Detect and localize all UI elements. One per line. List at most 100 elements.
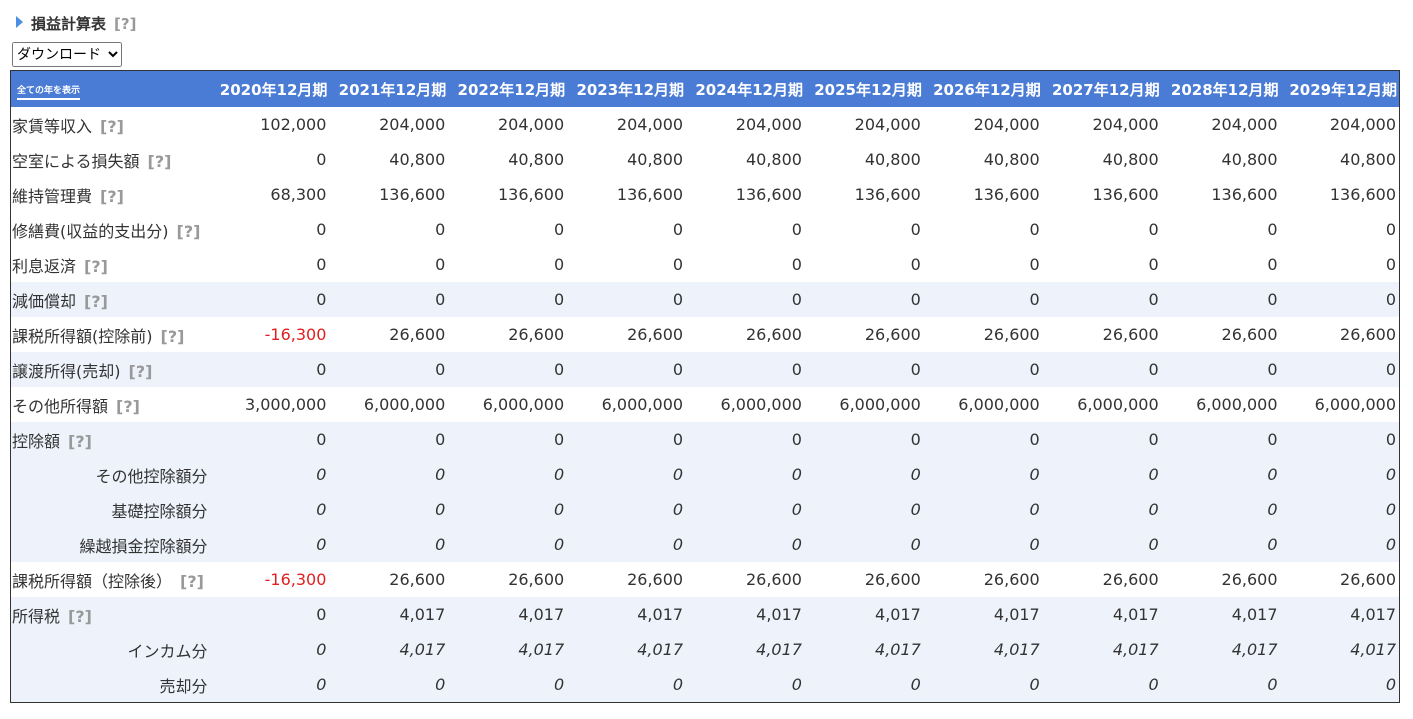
cell-value: 6,000,000: [1314, 395, 1396, 414]
cell-value: 0: [448, 667, 568, 703]
cell-value: 0: [210, 422, 330, 457]
cell-value: 4,017: [329, 632, 449, 667]
label-text: その他控除額分: [95, 466, 208, 486]
cell-value: 0: [567, 422, 687, 457]
help-link[interactable]: [?]: [160, 326, 185, 346]
help-link[interactable]: [?]: [116, 396, 140, 416]
cell-value: 4,017: [804, 632, 924, 667]
cell-value: 40,800: [389, 150, 446, 169]
cell-value: 40,800: [745, 150, 802, 169]
cell-value: 0: [1280, 282, 1400, 317]
label-text: 控除額: [12, 431, 61, 451]
cell-value: 0: [1042, 352, 1162, 387]
cell-value: 0: [1280, 352, 1400, 387]
cell-value: 0: [923, 667, 1043, 703]
cell-value: 0: [329, 527, 449, 562]
cell-value: 0: [1042, 457, 1162, 492]
cell-value: 0: [1042, 667, 1162, 703]
help-link[interactable]: [?]: [128, 361, 153, 381]
table-row: 利息返済 [?] 0 0 0 0 0 0 0 0 0 0: [11, 247, 1400, 282]
cell-value: 68,300: [270, 185, 327, 204]
cell-value: 0: [210, 282, 330, 317]
cell-value: 26,600: [1221, 570, 1278, 589]
cell-value: 40,800: [508, 150, 565, 169]
table-row: インカム分 0 4,017 4,017 4,017 4,017 4,017 4,017 4,01…: [10, 632, 1400, 667]
cell-value: 26,600: [508, 325, 565, 344]
cell-value: 136,600: [1092, 185, 1159, 204]
cell-value: 0: [435, 220, 446, 239]
cell-value: 0: [804, 457, 924, 492]
cell-value: 0: [329, 352, 449, 387]
cell-value: 0: [210, 667, 330, 703]
cell-value: 0: [1280, 492, 1400, 527]
column-header: 2024年12月期: [686, 70, 805, 107]
cell-value: 26,600: [864, 325, 921, 344]
column-header: 2020年12月期: [210, 70, 330, 107]
cell-value: 204,000: [616, 115, 684, 134]
help-link[interactable]: [?]: [68, 606, 92, 626]
cell-value: 0: [686, 422, 805, 457]
cell-value: 0: [804, 282, 924, 317]
help-link[interactable]: [?]: [176, 221, 201, 241]
table-row: 家賃等収入 [?] 102,000 204,000 204,000 204,000 204,…: [11, 107, 1400, 142]
section-title: 損益計算表 [?]: [16, 12, 136, 36]
column-header: 2029年12月期: [1280, 70, 1400, 107]
cell-value: 0: [210, 597, 330, 632]
cell-value: 4,017: [329, 597, 449, 632]
cell-value: 6,000,000: [958, 395, 1040, 414]
cell-value: 0: [567, 282, 687, 317]
cell-value: 136,600: [379, 185, 446, 204]
cell-value: 0: [1161, 457, 1281, 492]
cell-value: 136,600: [973, 185, 1040, 204]
help-link[interactable]: [?]: [114, 15, 137, 33]
cell-value: 26,600: [389, 570, 446, 589]
cell-value: 6,000,000: [363, 395, 446, 414]
cell-value: 6,000,000: [1077, 395, 1159, 414]
cell-value: 0: [672, 255, 684, 274]
cell-value: 40,800: [1102, 150, 1159, 169]
label-text: 修繕費(収益的支出分): [12, 221, 169, 241]
cell-value: 0: [923, 457, 1043, 492]
row-label: 利息返済 [?]: [11, 247, 211, 282]
download-select[interactable]: ダウンロード: [12, 42, 122, 67]
help-link[interactable]: [?]: [100, 116, 124, 136]
row-label: 繰越損金控除額分: [10, 527, 211, 562]
row-label: 維持管理費 [?]: [11, 177, 211, 212]
cell-value: 0: [1161, 492, 1281, 527]
cell-value: 4,017: [923, 597, 1043, 632]
cell-value: 4,017: [1042, 632, 1162, 667]
cell-value: 0: [316, 220, 327, 239]
cell-value: 26,600: [1102, 325, 1159, 344]
help-link[interactable]: [?]: [180, 571, 204, 591]
table-row: その他所得額 [?] 3,000,000 6,000,000 6,000,000 6,00…: [11, 387, 1400, 422]
cell-value: 0: [686, 282, 805, 317]
help-link[interactable]: [?]: [100, 186, 124, 206]
label-text: 空室による損失額: [12, 151, 140, 171]
cell-value: 26,600: [983, 570, 1040, 589]
title-text: 損益計算表: [31, 15, 107, 33]
cell-value: 4,017: [686, 632, 805, 667]
cell-value: 0: [448, 492, 568, 527]
show-all-text[interactable]: 全ての年を表示: [17, 85, 81, 100]
cell-value: 0: [329, 457, 449, 492]
cell-value: 26,600: [508, 570, 565, 589]
cell-value: 0: [1161, 422, 1281, 457]
help-link[interactable]: [?]: [84, 256, 108, 276]
table-row: 売却分 0 0 0 0 0 0 0 0 0 0: [10, 667, 1400, 703]
cell-value: 0: [1280, 457, 1400, 492]
cell-value: 4,017: [923, 632, 1043, 667]
cell-value: 40,800: [627, 150, 684, 169]
cell-value: 26,600: [627, 570, 684, 589]
row-label: 家賃等収入 [?]: [11, 107, 211, 142]
table-row: 修繕費(収益的支出分) [?] 0 0 0 0 0 0 0 0 0 0: [11, 212, 1400, 247]
help-link[interactable]: [?]: [147, 151, 172, 171]
pl-table: 全ての年を表示 2020年12月期 2021年12月期 2022年12月期 2023年1…: [10, 70, 1400, 703]
help-link[interactable]: [?]: [68, 431, 92, 451]
cell-value: 136,600: [616, 185, 684, 204]
row-label: 修繕費(収益的支出分) [?]: [11, 212, 211, 247]
cell-value: 0: [1280, 422, 1400, 457]
show-all[interactable]: 全ての年を表示: [10, 70, 211, 107]
cell-value: 26,600: [1340, 325, 1396, 344]
help-link[interactable]: [?]: [84, 291, 108, 311]
cell-value: 0: [329, 492, 449, 527]
